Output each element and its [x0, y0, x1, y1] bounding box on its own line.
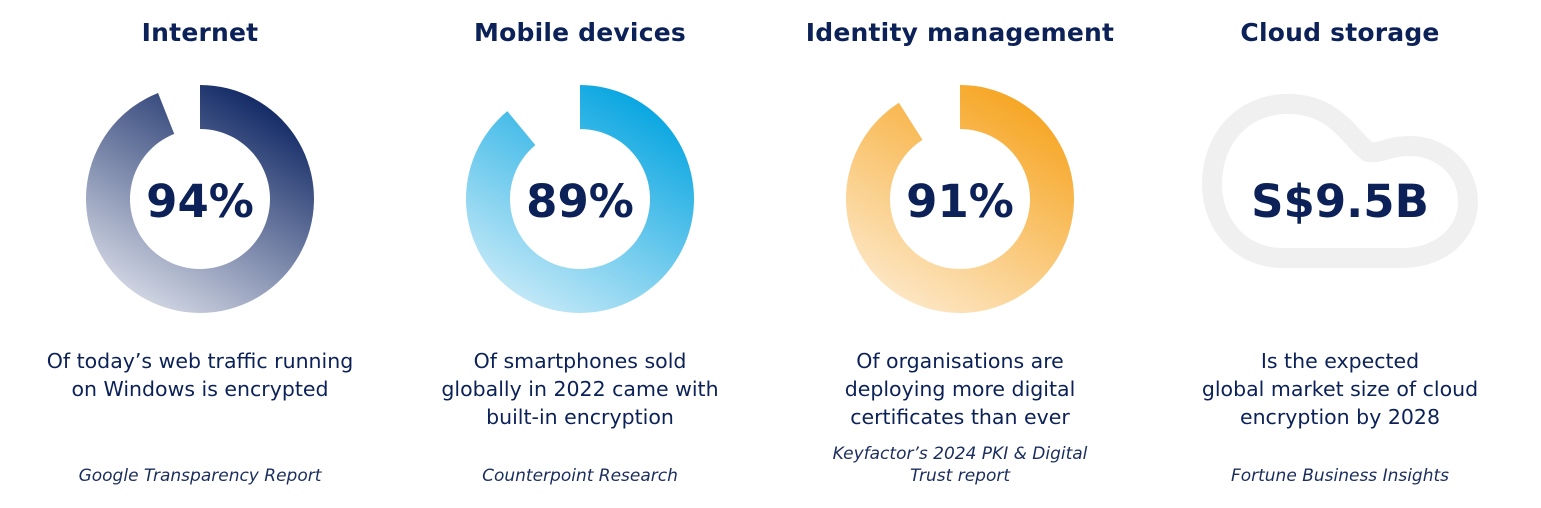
- stat-source: Google Transparency Report: [10, 465, 390, 487]
- stat-description: Of smartphones sold globally in 2022 cam…: [390, 347, 770, 431]
- card-title: Cloud storage: [1240, 18, 1440, 47]
- stat-description: Is the expected global market size of cl…: [1150, 347, 1530, 431]
- stat-description: Of today’s web traffic running on Window…: [10, 347, 390, 403]
- card-title: Internet: [141, 18, 259, 47]
- card-title: Mobile devices: [474, 18, 686, 47]
- cloud-graphic: S$9.5B: [1150, 84, 1530, 316]
- stat-source: Counterpoint Research: [390, 465, 770, 487]
- source-line: Fortune Business Insights: [1230, 466, 1450, 486]
- description-line: on Windows is encrypted: [71, 377, 329, 401]
- description-line: certificates than ever: [850, 405, 1070, 429]
- description-line: Of organisations are: [856, 349, 1064, 373]
- donut-svg: [466, 85, 694, 313]
- description-line: encryption by 2028: [1239, 405, 1441, 429]
- donut-chart: 94%: [10, 84, 390, 316]
- stat-value: 94%: [146, 174, 254, 228]
- description-line: built-in encryption: [486, 405, 674, 429]
- stat-description: Of organisations are deploying more digi…: [770, 347, 1150, 431]
- stat-card-mobile-devices: Mobile devices 89% Of smartphones sold g…: [390, 0, 770, 508]
- donut-svg: [86, 85, 315, 313]
- stat-card-internet: Internet 94% Of today’s web traffic runn…: [10, 0, 390, 508]
- source-line: Counterpoint Research: [482, 466, 678, 486]
- source-line: Keyfactor’s 2024 PKI & Digital: [832, 444, 1088, 464]
- description-line: Is the expected: [1260, 349, 1420, 373]
- description-line: Of smartphones sold: [473, 349, 687, 373]
- stat-value: 89%: [526, 174, 634, 228]
- stat-value: S$9.5B: [1251, 174, 1429, 228]
- source-line: Trust report: [909, 466, 1011, 486]
- donut-arc-mobile-devices: [466, 85, 694, 313]
- stat-card-cloud-storage: Cloud storage S$9.5B Is the expected glo…: [1150, 0, 1530, 508]
- donut-svg: [846, 85, 1074, 313]
- donut-chart: 89%: [390, 84, 770, 316]
- donut-arc-internet: [86, 85, 315, 313]
- donut-chart: 91%: [770, 84, 1150, 316]
- stat-value: 91%: [906, 174, 1014, 228]
- description-line: deploying more digital: [844, 377, 1076, 401]
- description-line: global market size of cloud: [1201, 377, 1479, 401]
- description-line: globally in 2022 came with: [441, 377, 719, 401]
- donut-arc-identity-management: [846, 85, 1074, 313]
- stat-source: Keyfactor’s 2024 PKI & Digital Trust rep…: [770, 443, 1150, 487]
- cloud-icon: [1202, 93, 1478, 268]
- description-line: Of today’s web traffic running: [46, 349, 354, 373]
- stat-source: Fortune Business Insights: [1150, 465, 1530, 487]
- stat-card-identity-management: Identity management 91% Of organisations…: [770, 0, 1150, 508]
- source-line: Google Transparency Report: [78, 466, 322, 486]
- card-title: Identity management: [805, 18, 1115, 47]
